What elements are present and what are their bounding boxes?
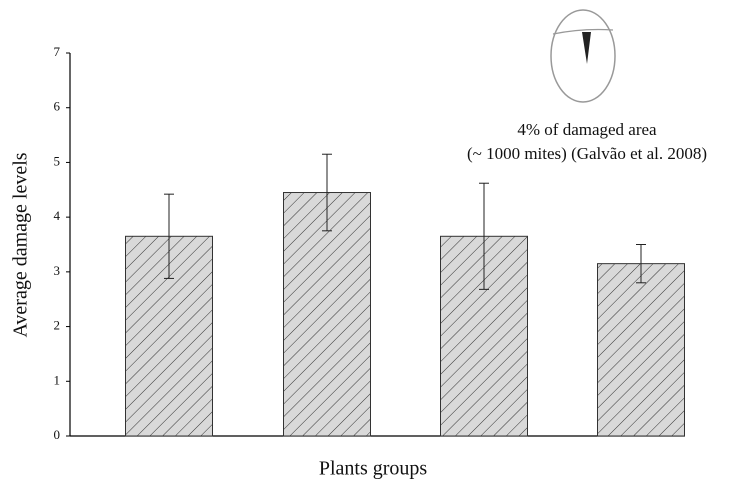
y-tick-label: 1 <box>54 372 61 387</box>
y-tick-label: 4 <box>54 208 61 223</box>
error-bar <box>322 153 332 232</box>
y-tick-label: 7 <box>54 44 61 59</box>
error-bar <box>479 182 489 290</box>
x-axis-title: Plants groups <box>319 458 428 480</box>
seed-icon <box>550 9 616 103</box>
error-bar <box>164 193 174 279</box>
error-bar <box>636 244 646 284</box>
annotation: 4% of damaged area <box>517 120 657 139</box>
y-axis-title: Average damage levels <box>10 152 32 337</box>
annotation: (~ 1000 mites) (Galvão et al. 2008) <box>467 144 707 163</box>
y-tick-label: 6 <box>54 99 61 114</box>
bar <box>440 235 528 437</box>
y-tick-label: 0 <box>54 427 61 442</box>
bar <box>283 192 371 437</box>
y-tick-label: 5 <box>54 153 61 168</box>
bar <box>597 263 685 437</box>
y-tick-label: 2 <box>54 318 61 333</box>
y-tick-label: 3 <box>54 263 61 278</box>
